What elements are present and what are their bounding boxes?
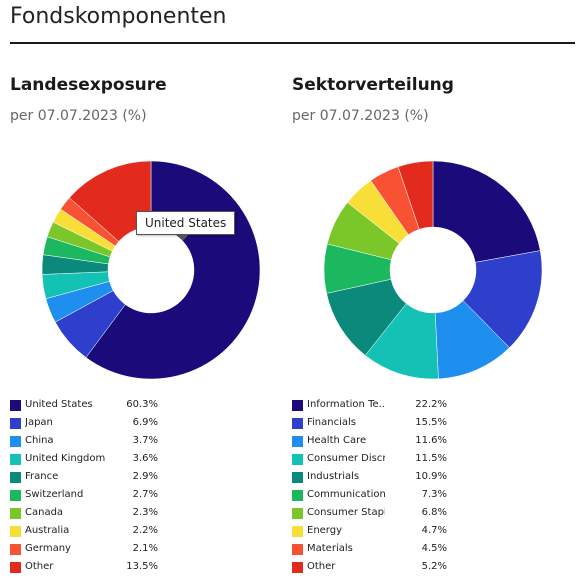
legend-swatch — [10, 526, 21, 537]
chart-tooltip: United States — [136, 211, 236, 241]
legend-swatch — [10, 400, 21, 411]
legend-label: Other — [25, 561, 54, 572]
sector-donut-chart[interactable] — [313, 150, 553, 390]
legend-value: 6.8% — [421, 507, 447, 518]
legend-value: 22.2% — [415, 399, 447, 410]
sector-slice-2[interactable] — [462, 250, 543, 349]
legend-label: Canada — [25, 507, 64, 518]
legend-swatch — [292, 418, 303, 429]
country-legend-item[interactable]: Other 13.5% — [10, 559, 280, 577]
sector-heading: Sektorverteilung — [292, 75, 454, 95]
legend-swatch — [10, 562, 21, 573]
country-legend-item[interactable]: China 3.7% — [10, 433, 280, 451]
sector-legend: Information Te.. 22.2% Financials 15.5% Heal… — [292, 397, 562, 577]
legend-value: 5.2% — [421, 561, 447, 572]
country-legend-item[interactable]: France 2.9% — [10, 469, 280, 487]
sector-legend-item[interactable]: Industrials 10.9% — [292, 469, 562, 487]
legend-value: 3.7% — [132, 435, 158, 446]
legend-label: Germany — [25, 543, 71, 554]
legend-swatch — [292, 454, 303, 465]
legend-value: 2.7% — [132, 489, 158, 500]
legend-swatch — [10, 544, 21, 555]
legend-swatch — [292, 508, 303, 519]
legend-swatch — [292, 472, 303, 483]
country-donut-chart[interactable] — [31, 150, 271, 390]
sector-slice-1[interactable] — [432, 160, 541, 263]
sector-legend-item[interactable]: Financials 15.5% — [292, 415, 562, 433]
country-legend: United States 60.3% Japan 6.9% China 3.7% Unit… — [10, 397, 280, 577]
legend-value: 2.2% — [132, 525, 158, 536]
legend-value: 11.6% — [415, 435, 447, 446]
legend-value: 10.9% — [415, 471, 447, 482]
legend-label: Communication .. — [307, 489, 385, 500]
country-legend-item[interactable]: Japan 6.9% — [10, 415, 280, 433]
legend-value: 3.6% — [132, 453, 158, 464]
legend-swatch — [292, 436, 303, 447]
legend-value: 6.9% — [132, 417, 158, 428]
title-divider — [10, 42, 575, 44]
legend-swatch — [292, 544, 303, 555]
legend-swatch — [10, 508, 21, 519]
country-slice-10[interactable] — [69, 160, 152, 242]
legend-value: 2.3% — [132, 507, 158, 518]
legend-value: 7.3% — [421, 489, 447, 500]
legend-label: Energy — [307, 525, 343, 536]
legend-label: Consumer Discr.. — [307, 453, 385, 464]
sector-legend-item[interactable]: Health Care 11.6% — [292, 433, 562, 451]
legend-label: United States — [25, 399, 93, 410]
country-subtitle: per 07.07.2023 (%) — [10, 108, 147, 124]
legend-value: 4.5% — [421, 543, 447, 554]
legend-swatch — [10, 490, 21, 501]
legend-value: 4.7% — [421, 525, 447, 536]
legend-label: Financials — [307, 417, 356, 428]
legend-value: 13.5% — [126, 561, 158, 572]
sector-legend-item[interactable]: Consumer Staples 6.8% — [292, 505, 562, 523]
legend-label: China — [25, 435, 54, 446]
country-legend-item[interactable]: United States 60.3% — [10, 397, 280, 415]
legend-label: Information Te.. — [307, 399, 385, 410]
legend-label: France — [25, 471, 59, 482]
legend-swatch — [292, 400, 303, 411]
page-title: Fondskomponenten — [10, 4, 227, 29]
country-legend-item[interactable]: Germany 2.1% — [10, 541, 280, 559]
country-heading: Landesexposure — [10, 75, 167, 95]
country-legend-item[interactable]: Australia 2.2% — [10, 523, 280, 541]
legend-value: 2.9% — [132, 471, 158, 482]
sector-panel: Sektorverteilung per 07.07.2023 (%) Info… — [282, 0, 567, 587]
country-legend-item[interactable]: Switzerland 2.7% — [10, 487, 280, 505]
legend-label: Australia — [25, 525, 70, 536]
legend-swatch — [10, 418, 21, 429]
legend-label: Japan — [25, 417, 53, 428]
legend-swatch — [292, 526, 303, 537]
legend-label: Industrials — [307, 471, 360, 482]
sector-legend-item[interactable]: Other 5.2% — [292, 559, 562, 577]
legend-value: 11.5% — [415, 453, 447, 464]
sector-legend-item[interactable]: Consumer Discr.. 11.5% — [292, 451, 562, 469]
legend-label: Consumer Staples — [307, 507, 385, 518]
legend-label: Materials — [307, 543, 353, 554]
sector-subtitle: per 07.07.2023 (%) — [292, 108, 429, 124]
legend-swatch — [10, 472, 21, 483]
legend-label: United Kingdom — [25, 453, 105, 464]
legend-value: 60.3% — [126, 399, 158, 410]
sector-slice-10[interactable] — [397, 160, 434, 230]
sector-legend-item[interactable]: Information Te.. 22.2% — [292, 397, 562, 415]
legend-label: Health Care — [307, 435, 367, 446]
legend-value: 2.1% — [132, 543, 158, 554]
country-panel: Landesexposure per 07.07.2023 (%) United… — [0, 0, 285, 587]
legend-label: Other — [307, 561, 336, 572]
legend-swatch — [292, 562, 303, 573]
legend-swatch — [10, 436, 21, 447]
legend-value: 15.5% — [415, 417, 447, 428]
country-legend-item[interactable]: United Kingdom 3.6% — [10, 451, 280, 469]
sector-legend-item[interactable]: Materials 4.5% — [292, 541, 562, 559]
legend-label: Switzerland — [25, 489, 84, 500]
legend-swatch — [10, 454, 21, 465]
sector-legend-item[interactable]: Communication .. 7.3% — [292, 487, 562, 505]
legend-swatch — [292, 490, 303, 501]
sector-legend-item[interactable]: Energy 4.7% — [292, 523, 562, 541]
country-legend-item[interactable]: Canada 2.3% — [10, 505, 280, 523]
